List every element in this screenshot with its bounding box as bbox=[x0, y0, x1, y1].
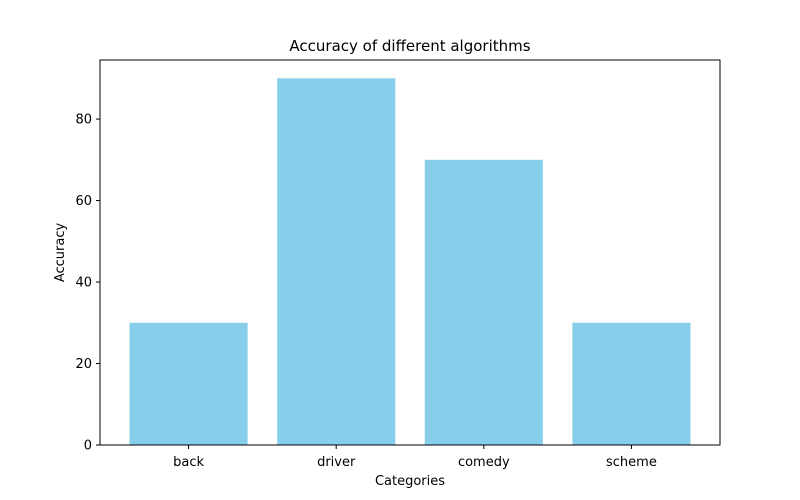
bars-group bbox=[129, 78, 691, 445]
bar-driver bbox=[277, 78, 396, 445]
x-tick-label: scheme bbox=[606, 455, 657, 470]
y-axis: 0 20 40 60 80 bbox=[75, 113, 100, 454]
y-tick-label: 20 bbox=[75, 357, 92, 372]
bar-back bbox=[129, 322, 248, 445]
y-tick-label: 80 bbox=[75, 113, 92, 128]
chart-title: Accuracy of different algorithms bbox=[289, 37, 530, 55]
plot-frame bbox=[99, 59, 721, 446]
x-tick-label: driver bbox=[317, 455, 356, 470]
x-axis: back driver comedy scheme bbox=[173, 445, 657, 470]
y-tick-label: 60 bbox=[75, 194, 92, 209]
y-axis-label: Accuracy bbox=[53, 223, 68, 283]
bar-comedy bbox=[424, 159, 543, 445]
bar-scheme bbox=[572, 322, 691, 445]
y-tick-label: 0 bbox=[84, 439, 92, 454]
x-tick-label: comedy bbox=[458, 455, 510, 470]
x-tick-label: back bbox=[173, 455, 204, 470]
y-tick-label: 40 bbox=[75, 276, 92, 291]
x-axis-label: Categories bbox=[375, 474, 445, 489]
